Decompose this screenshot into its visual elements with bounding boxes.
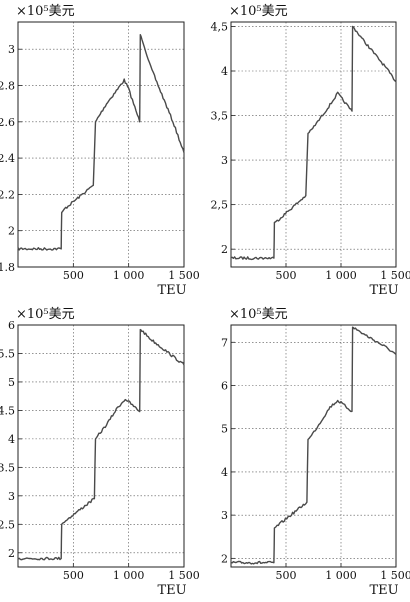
x-tick-label: 1 500 [380, 569, 410, 582]
y-tick-label: 2.8 [0, 80, 15, 93]
unit-label: ×10⁵美元 [16, 307, 75, 322]
y-tick-label: 3 [221, 509, 228, 522]
series-line [18, 35, 184, 250]
y-tick-label: 6 [221, 380, 228, 393]
plot-frame [231, 22, 396, 267]
x-tick-label: 1 000 [113, 569, 145, 582]
plot-frame [231, 325, 396, 567]
x-axis-label: TEU [369, 283, 398, 298]
x-tick-label: 1 000 [325, 269, 357, 282]
y-tick-label: 2.2 [0, 188, 15, 201]
x-tick-label: 1 000 [113, 269, 145, 282]
y-tick-label: 5.5 [0, 347, 15, 360]
unit-label: ×10⁵美元 [229, 307, 288, 322]
unit-label: ×10⁵美元 [16, 4, 75, 19]
x-tick-label: 500 [63, 569, 84, 582]
y-tick-label: 5 [221, 423, 228, 436]
y-tick-label: 2.4 [0, 152, 15, 165]
series-line [231, 327, 396, 564]
y-tick-label: 2 [221, 243, 228, 256]
series-line [18, 330, 184, 560]
x-tick-label: 500 [276, 269, 297, 282]
plot-frame [18, 325, 184, 567]
y-tick-label: 4 [221, 65, 228, 78]
y-tick-label: 4.5 [0, 404, 15, 417]
y-tick-label: 2 [8, 225, 15, 238]
y-tick-label: 2 [221, 552, 228, 565]
y-tick-label: 3 [8, 43, 15, 56]
y-tick-label: 3,5 [211, 110, 229, 123]
x-tick-label: 1 000 [325, 569, 357, 582]
y-tick-label: 3 [221, 154, 228, 167]
x-tick-label: 500 [276, 569, 297, 582]
x-tick-label: 1 500 [168, 269, 200, 282]
y-tick-label: 7 [221, 336, 228, 349]
y-tick-label: 2.6 [0, 116, 15, 129]
x-axis-label: TEU [157, 283, 186, 298]
x-axis-label: TEU [369, 583, 398, 598]
y-tick-label: 3 [8, 490, 15, 503]
y-tick-label: 3.5 [0, 461, 15, 474]
y-tick-label: 4 [221, 466, 228, 479]
x-axis-label: TEU [157, 583, 186, 598]
unit-label: ×10⁵美元 [229, 4, 288, 19]
y-tick-label: 2.5 [0, 518, 15, 531]
y-tick-label: 6 [8, 319, 15, 332]
x-tick-label: 500 [63, 269, 84, 282]
y-tick-label: 2 [8, 547, 15, 560]
x-tick-label: 1 500 [380, 269, 410, 282]
series-line [231, 27, 396, 260]
y-tick-label: 2,5 [211, 199, 229, 212]
y-tick-label: 4 [8, 433, 15, 446]
y-tick-label: 1.8 [0, 261, 15, 274]
plot-frame [18, 22, 184, 267]
y-tick-label: 5 [8, 376, 15, 389]
y-tick-label: 4,5 [211, 20, 229, 33]
x-tick-label: 1 500 [168, 569, 200, 582]
